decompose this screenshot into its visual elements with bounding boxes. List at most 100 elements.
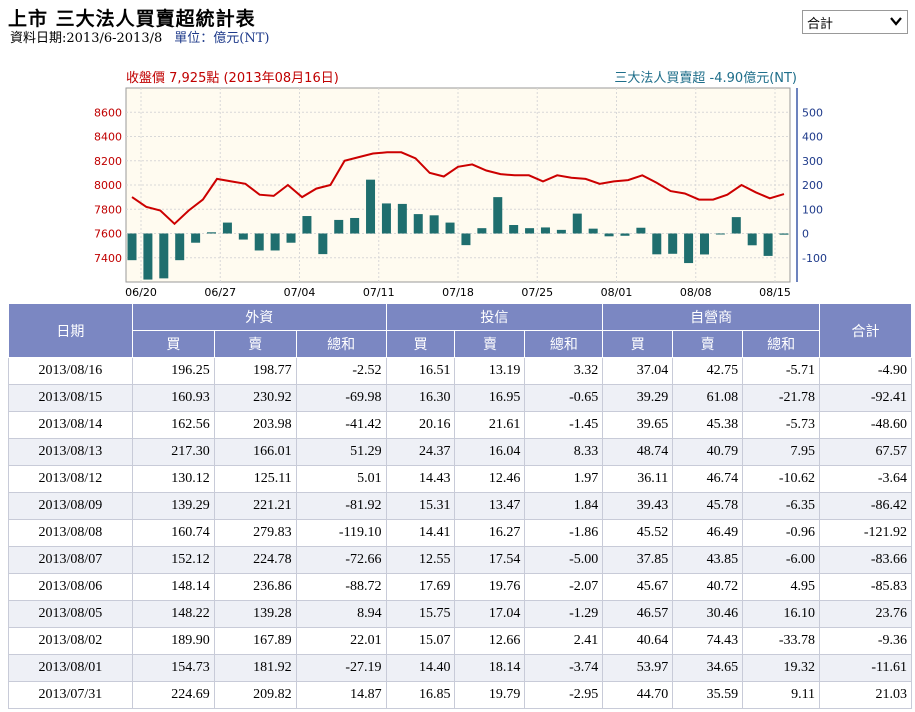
- x-tick-label: 07/11: [363, 286, 395, 299]
- value-cell: -119.10: [295, 519, 387, 547]
- value-cell: 46.74: [672, 465, 744, 493]
- x-tick-label: 07/18: [442, 286, 474, 299]
- sub-header: 總和: [524, 330, 604, 358]
- value-cell: 15.07: [385, 627, 456, 655]
- chevron-down-icon: [890, 17, 902, 26]
- header-trust: 投信: [385, 303, 604, 331]
- netbuy-bar: [254, 233, 264, 251]
- sub-header: 賣: [454, 330, 526, 358]
- table-row: 2013/08/15 160.93 230.92 -69.98 16.30 16.95 -0…: [8, 384, 912, 412]
- value-cell: 154.73: [131, 654, 215, 682]
- value-cell: 5.01: [295, 465, 387, 493]
- value-cell: 16.85: [385, 681, 456, 709]
- netbuy-bar: [509, 225, 519, 234]
- value-cell: 15.31: [385, 492, 456, 520]
- value-cell: -1.29: [524, 600, 604, 628]
- value-cell: 203.98: [213, 411, 297, 439]
- netbuy-bar: [525, 228, 535, 234]
- value-cell: 196.25: [131, 357, 215, 385]
- value-cell: -83.66: [819, 546, 912, 574]
- value-cell: 16.95: [454, 384, 526, 412]
- table-row: 2013/08/07 152.12 224.78 -72.66 12.55 17.54 -5…: [8, 546, 912, 574]
- table-row: 2013/07/31 224.69 209.82 14.87 16.85 19.79 -2.…: [8, 681, 912, 709]
- value-cell: -6.00: [742, 546, 821, 574]
- netbuy-bar: [238, 233, 248, 240]
- value-cell: 16.04: [454, 438, 526, 466]
- sub-header: 總和: [742, 330, 821, 358]
- netbuy-bar: [350, 217, 360, 234]
- netbuy-bar: [588, 228, 598, 234]
- value-cell: -1.86: [524, 519, 604, 547]
- value-cell: 189.90: [131, 627, 215, 655]
- table-row: 2013/08/06 148.14 236.86 -88.72 17.69 19.76 -2…: [8, 573, 912, 601]
- netbuy-bar: [540, 227, 550, 234]
- right-tick-label: 400: [802, 131, 823, 144]
- value-cell: 160.93: [131, 384, 215, 412]
- value-cell: 9.11: [742, 681, 821, 709]
- value-cell: 2.41: [524, 627, 604, 655]
- value-cell: 39.29: [602, 384, 674, 412]
- right-tick-label: 200: [802, 179, 823, 192]
- value-cell: 198.77: [213, 357, 297, 385]
- value-cell: -5.00: [524, 546, 604, 574]
- value-cell: 48.74: [602, 438, 674, 466]
- left-tick-label: 8400: [94, 131, 122, 144]
- date-cell: 2013/08/16: [8, 357, 133, 385]
- netbuy-bar: [302, 216, 312, 234]
- value-cell: 160.74: [131, 519, 215, 547]
- value-cell: 139.29: [131, 492, 215, 520]
- value-cell: -88.72: [295, 573, 387, 601]
- close-price-line: [131, 151, 785, 226]
- netbuy-bar: [143, 233, 153, 280]
- value-cell: -41.42: [295, 411, 387, 439]
- value-cell: 39.65: [602, 411, 674, 439]
- value-cell: -121.92: [819, 519, 912, 547]
- value-cell: 53.97: [602, 654, 674, 682]
- value-cell: 1.97: [524, 465, 604, 493]
- value-cell: 167.89: [213, 627, 297, 655]
- value-cell: 12.66: [454, 627, 526, 655]
- value-cell: -21.78: [742, 384, 821, 412]
- sub-header: 賣: [213, 330, 297, 358]
- right-tick-label: 0: [802, 228, 809, 241]
- sub-header: 買: [385, 330, 456, 358]
- value-cell: 18.14: [454, 654, 526, 682]
- value-cell: 16.27: [454, 519, 526, 547]
- value-cell: -1.45: [524, 411, 604, 439]
- value-cell: -0.65: [524, 384, 604, 412]
- table-row: 2013/08/05 148.22 139.28 8.94 15.75 17.04 -1.2…: [8, 600, 912, 628]
- left-tick-label: 7800: [94, 203, 122, 216]
- value-cell: 16.30: [385, 384, 456, 412]
- left-tick-label: 7600: [94, 228, 122, 241]
- netbuy-bar: [413, 214, 423, 234]
- netbuy-bar: [222, 222, 232, 234]
- value-cell: 17.69: [385, 573, 456, 601]
- value-cell: 17.54: [454, 546, 526, 574]
- value-cell: 21.03: [819, 681, 912, 709]
- netbuy-bar: [127, 233, 137, 261]
- value-cell: 40.79: [672, 438, 744, 466]
- value-cell: 39.43: [602, 492, 674, 520]
- unit-label: 單位：億元(NT): [174, 31, 270, 46]
- date-cell: 2013/08/01: [8, 654, 133, 682]
- summary-type-select[interactable]: 合計: [802, 10, 908, 34]
- value-cell: 45.78: [672, 492, 744, 520]
- value-cell: 17.04: [454, 600, 526, 628]
- x-tick-label: 08/01: [601, 286, 633, 299]
- table-row: 2013/08/12 130.12 125.11 5.01 14.43 12.46 1.97…: [8, 465, 912, 493]
- value-cell: -3.64: [819, 465, 912, 493]
- value-cell: 34.65: [672, 654, 744, 682]
- value-cell: 4.95: [742, 573, 821, 601]
- value-cell: 162.56: [131, 411, 215, 439]
- netbuy-bar: [270, 233, 280, 251]
- page-title: 上市 三大法人買賣超統計表: [8, 8, 256, 30]
- table-row: 2013/08/13 217.30 166.01 51.29 24.37 16.04 8.3…: [8, 438, 912, 466]
- value-cell: 74.43: [672, 627, 744, 655]
- value-cell: 130.12: [131, 465, 215, 493]
- netbuy-bar: [779, 233, 789, 235]
- value-cell: 37.04: [602, 357, 674, 385]
- value-cell: 14.87: [295, 681, 387, 709]
- right-tick-label: 500: [802, 106, 823, 119]
- value-cell: 40.64: [602, 627, 674, 655]
- value-cell: -72.66: [295, 546, 387, 574]
